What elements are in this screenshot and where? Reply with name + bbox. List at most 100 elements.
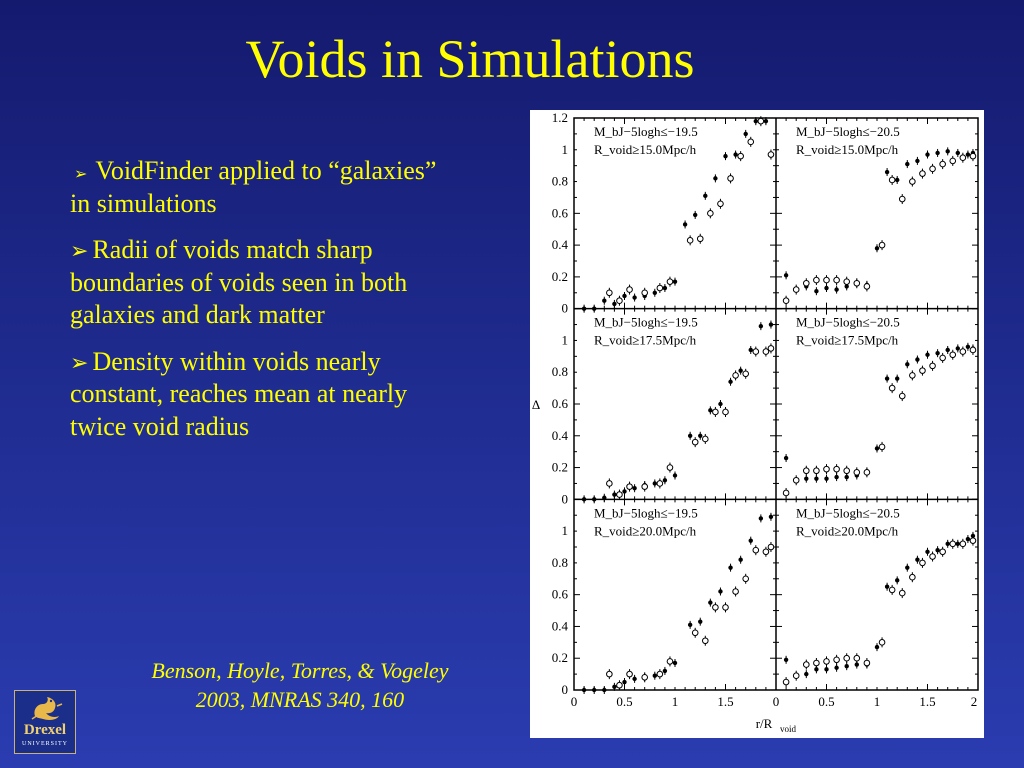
data-point-filled xyxy=(708,600,713,605)
data-point-open xyxy=(752,546,760,554)
data-point-open xyxy=(606,670,613,678)
data-point-open xyxy=(949,157,957,165)
data-point-filled xyxy=(915,158,920,164)
data-point-filled xyxy=(652,673,657,678)
data-point-open xyxy=(833,276,840,284)
data-point-open xyxy=(823,465,830,473)
data-point-filled xyxy=(768,514,774,520)
slide-title: Voids in Simulations xyxy=(245,29,695,89)
bullet-list: ➢ VoidFinder applied to “galaxies” in sim… xyxy=(70,155,440,457)
panel-label-radius: R_void≥17.5Mpc/h xyxy=(796,333,899,348)
data-point-filled xyxy=(718,589,723,594)
y-tick-label: 0.4 xyxy=(552,618,569,633)
data-point-filled xyxy=(768,322,774,327)
data-point-filled xyxy=(905,565,910,570)
void-density-figure: 0 0.2 0.4 0.6 0.8 1 1.2 0 0.2 0.4 0.6 0.8 1 0 0.2 0.4 0.… xyxy=(530,110,984,738)
data-point-open xyxy=(702,435,709,443)
data-point-open xyxy=(909,178,916,185)
data-point-filled xyxy=(723,153,728,159)
data-point-open xyxy=(702,637,709,645)
bullet-item: ➢ Radii of voids match sharp boundaries o… xyxy=(70,234,440,332)
data-point-open xyxy=(737,152,744,160)
y-tick-label: 0.4 xyxy=(552,428,569,443)
data-point-open xyxy=(691,629,699,637)
y-tick-label: 1 xyxy=(562,332,569,347)
data-point-filled xyxy=(728,379,733,384)
x-tick-label: 1 xyxy=(672,694,679,709)
data-point-open xyxy=(949,540,957,548)
data-point-open xyxy=(843,654,851,662)
data-point-filled xyxy=(824,476,829,481)
data-point-open xyxy=(732,372,739,379)
data-point-open xyxy=(803,467,810,475)
panel-label-magnitude: M_bJ−5logh≤−20.5 xyxy=(796,315,900,330)
data-point-open xyxy=(722,604,729,611)
data-point-open xyxy=(803,661,810,668)
data-point-open xyxy=(666,278,674,285)
data-point-open xyxy=(782,489,790,497)
data-point-filled xyxy=(592,497,597,502)
bullet-item: ➢ VoidFinder applied to “galaxies” in sim… xyxy=(70,155,440,220)
y-tick-label: 0 xyxy=(562,301,569,316)
data-point-open xyxy=(742,370,749,378)
data-point-filled xyxy=(925,152,930,157)
data-point-filled xyxy=(925,352,930,357)
data-point-filled xyxy=(662,285,668,291)
data-point-filled xyxy=(804,671,809,677)
data-point-open xyxy=(656,670,664,678)
data-point-open xyxy=(762,548,770,556)
data-point-filled xyxy=(662,668,668,674)
data-point-filled xyxy=(945,347,950,353)
data-point-open xyxy=(823,276,830,284)
data-point-filled xyxy=(708,408,713,413)
data-point-open xyxy=(959,540,967,548)
y-tick-label: 1 xyxy=(562,142,569,157)
data-point-filled xyxy=(612,684,617,690)
data-point-filled xyxy=(854,662,859,667)
data-point-filled xyxy=(602,495,607,500)
data-point-filled xyxy=(612,301,617,307)
y-tick-label: 0.6 xyxy=(552,205,569,220)
data-point-open xyxy=(863,283,871,290)
drexel-logo: Drexel UNIVERSITY xyxy=(14,690,76,754)
data-point-open xyxy=(691,438,699,446)
data-point-open xyxy=(792,476,800,484)
data-point-filled xyxy=(592,687,597,693)
data-point-filled xyxy=(905,362,910,367)
data-point-filled xyxy=(581,497,587,502)
arrow-bullet-icon: ➢ xyxy=(74,164,88,183)
x-tick-label: 1.5 xyxy=(919,694,935,709)
data-point-open xyxy=(757,117,765,125)
logo-subtitle: UNIVERSITY xyxy=(22,741,68,747)
x-axis-label-subscript: void xyxy=(780,724,797,734)
citation-journal: 2003, MNRAS 340, 160 xyxy=(195,686,405,712)
data-point-filled xyxy=(622,679,627,685)
panel-label-magnitude: M_bJ−5logh≤−20.5 xyxy=(796,124,900,139)
data-point-filled xyxy=(632,676,637,682)
data-point-filled xyxy=(753,118,758,124)
data-point-filled xyxy=(733,152,738,157)
data-point-filled xyxy=(895,376,900,381)
x-axis-label: r/R xyxy=(756,716,773,731)
data-point-filled xyxy=(884,376,890,381)
data-point-open xyxy=(888,586,896,594)
data-point-filled xyxy=(738,557,743,562)
data-point-open xyxy=(823,658,830,665)
data-point-open xyxy=(843,278,851,285)
data-point-open xyxy=(969,152,977,160)
panel-label-radius: R_void≥15.0Mpc/h xyxy=(594,142,697,157)
data-point-filled xyxy=(581,687,587,693)
data-point-open xyxy=(606,480,613,487)
x-tick-label: 0 xyxy=(773,694,780,709)
data-point-open xyxy=(626,670,633,678)
data-point-open xyxy=(752,348,760,355)
data-point-filled xyxy=(687,433,693,438)
data-point-open xyxy=(722,408,729,416)
y-tick-label: 0.8 xyxy=(552,555,568,570)
y-tick-label: 0.8 xyxy=(552,174,568,189)
bullet-text: VoidFinder applied to “galaxies” in simu… xyxy=(70,156,437,218)
data-point-filled xyxy=(602,298,607,303)
y-tick-label: 0.2 xyxy=(552,650,568,665)
data-point-filled xyxy=(632,295,637,300)
data-point-filled xyxy=(834,665,839,670)
